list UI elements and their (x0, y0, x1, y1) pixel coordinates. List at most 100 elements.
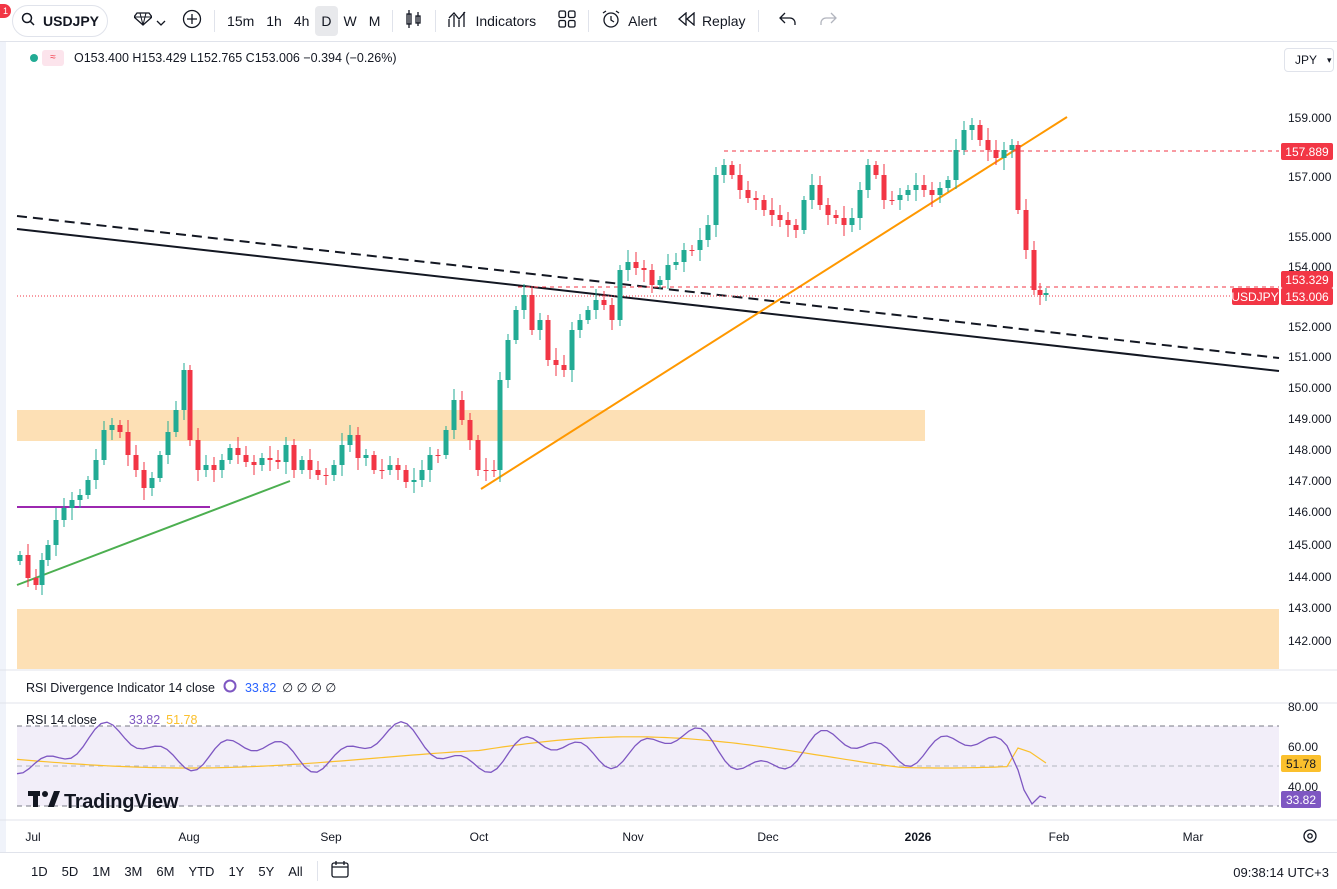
candle-body (881, 175, 887, 200)
candle-body (307, 460, 313, 470)
candle-body (545, 320, 551, 360)
price-tick: 149.000 (1288, 412, 1332, 426)
price-chart[interactable]: 159.000 157.000 155.000 154.000 152.000 151.0… (0, 42, 1337, 852)
indicators-button[interactable]: Indicators (442, 6, 542, 36)
undo-button[interactable] (773, 6, 803, 36)
price-tick: 146.000 (1288, 505, 1332, 519)
divider (435, 9, 437, 32)
price-tick: 142.000 (1288, 634, 1332, 648)
ohlc-values: O153.400 H153.429 L152.765 C153.006 −0.3… (74, 51, 397, 65)
timeframe-m[interactable]: M (368, 12, 381, 29)
rsi-ma-value: 51.78 (166, 713, 198, 727)
candle-body (529, 295, 535, 330)
candle-body (475, 440, 481, 470)
ohlc-legend: ≈ O153.400 H153.429 L152.765 C153.006 −0… (24, 50, 396, 66)
candle-body (387, 465, 393, 470)
candle-body (777, 215, 783, 220)
candle-body (817, 185, 823, 205)
wave-icon[interactable]: ≈ (42, 50, 64, 66)
range-1y[interactable]: 1Y (228, 863, 245, 879)
candle-body (235, 448, 241, 455)
calendar-icon[interactable] (330, 859, 350, 884)
resistance-price-tag: 157.889 (1285, 145, 1329, 159)
symbol-type-button[interactable] (128, 6, 172, 36)
chart-type-button[interactable] (399, 6, 429, 36)
time-tick: Dec (757, 830, 778, 844)
range-1m[interactable]: 1M (92, 863, 111, 879)
candle-body (857, 190, 863, 218)
range-1d[interactable]: 1D (31, 863, 48, 879)
alert-label: Alert (628, 12, 657, 29)
candle-body (101, 430, 107, 460)
rsi-value: 33.82 (128, 713, 161, 727)
timeframe-15m[interactable]: 15m (227, 12, 255, 29)
candle-body (673, 262, 679, 265)
replay-button[interactable]: Replay (671, 6, 752, 36)
candle-body (521, 295, 527, 310)
time-tick: Sep (320, 830, 342, 844)
settings-icon[interactable] (1303, 829, 1317, 843)
redo-button[interactable] (813, 6, 843, 36)
candle-body (569, 330, 575, 370)
candle-body (945, 180, 951, 188)
clock[interactable]: 09:38:14 UTC+3 (1233, 865, 1329, 880)
orange-trendline[interactable] (480, 116, 1068, 490)
candle-body (593, 300, 599, 310)
range-ytd[interactable]: YTD (188, 863, 215, 879)
range-5y[interactable]: 5Y (258, 863, 275, 879)
candle-body (617, 270, 623, 320)
candle-body (45, 545, 51, 560)
candle-body (283, 445, 289, 462)
candle-body (977, 125, 983, 140)
rsi-divergence-label: RSI Divergence Indicator 14 close (26, 680, 215, 695)
candle-body (1015, 145, 1021, 210)
candle-body (125, 432, 131, 455)
candle-body (809, 185, 815, 200)
layouts-button[interactable] (552, 6, 582, 36)
candle-body (315, 470, 321, 475)
candle-body (801, 200, 807, 230)
candle-body (921, 185, 927, 190)
candle-body (39, 560, 45, 585)
black-solid-trendline[interactable] (16, 228, 1280, 372)
notification-badge[interactable]: 1 (0, 4, 11, 18)
currency-selector[interactable]: JPY ▾ (1284, 48, 1334, 72)
candle-body (585, 310, 591, 320)
timeframe-d[interactable]: D (315, 5, 338, 36)
price-tick: 147.000 (1288, 474, 1332, 488)
grid-icon (558, 10, 576, 31)
candle-body (753, 198, 759, 200)
candle-body (1037, 290, 1043, 295)
range-all[interactable]: All (288, 863, 303, 879)
rsi-legend[interactable]: RSI 14 close 33.82 51.78 (26, 713, 197, 727)
candle-body (985, 140, 991, 150)
level-price-tag-bg (1281, 271, 1333, 288)
candle-body (85, 480, 91, 495)
candle-body (953, 150, 959, 180)
candle-body (53, 520, 59, 545)
last-price-tag-bg (1281, 288, 1333, 305)
candle-body (1009, 145, 1015, 150)
range-5d[interactable]: 5D (61, 863, 79, 879)
symbol-tag-bg (1232, 288, 1279, 305)
price-tick: 143.000 (1288, 601, 1332, 615)
left-toolbar-edge (0, 42, 6, 852)
rsi-divergence-legend[interactable]: RSI Divergence Indicator 14 close 33.82 … (26, 679, 336, 696)
timeframe-1h[interactable]: 1h (266, 12, 282, 29)
data-window-icon[interactable] (223, 679, 237, 696)
compare-button[interactable] (176, 6, 208, 36)
range-3m[interactable]: 3M (124, 863, 143, 879)
timeframe-w[interactable]: W (343, 12, 357, 29)
candle-body (641, 268, 647, 270)
green-trendline[interactable] (16, 480, 291, 586)
timeframe-4h[interactable]: 4h (293, 12, 310, 29)
symbol-search[interactable]: USDJPY (12, 4, 109, 37)
range-6m[interactable]: 6M (156, 863, 175, 879)
tradingview-logo-text: TradingView (64, 790, 179, 813)
candle-body (203, 465, 209, 470)
candle-body (865, 165, 871, 190)
rsi-axis-40: 40.00 (1288, 780, 1318, 794)
rsi-tag-bg (1281, 791, 1321, 808)
black-dashed-trendline[interactable] (16, 215, 1280, 359)
alert-button[interactable]: Alert (595, 6, 663, 36)
